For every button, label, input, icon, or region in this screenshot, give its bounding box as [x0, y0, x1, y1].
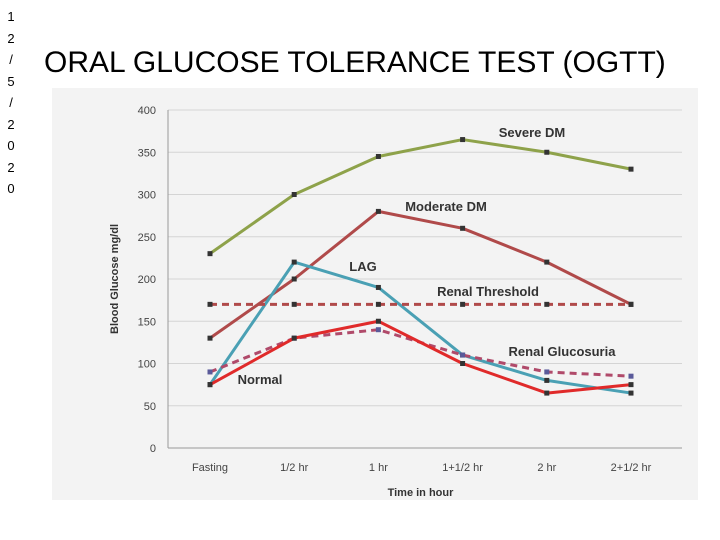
- data-point: [628, 390, 634, 396]
- series-label: Renal Threshold: [437, 284, 539, 299]
- series-line-lag: [208, 260, 632, 395]
- data-point: [207, 382, 213, 388]
- x-tick-label: 1/2 hr: [280, 462, 308, 474]
- date-stamp-char: 0: [7, 181, 15, 196]
- y-tick-label: 400: [138, 105, 156, 117]
- data-point: [544, 377, 550, 383]
- y-tick-label: 350: [138, 147, 156, 159]
- data-point: [628, 166, 634, 172]
- data-point: [460, 352, 466, 358]
- data-point: [291, 192, 297, 197]
- data-point: [628, 373, 634, 379]
- data-point: [544, 259, 550, 265]
- y-tick-label: 0: [150, 443, 156, 455]
- data-point: [544, 301, 550, 307]
- y-tick-label: 300: [138, 190, 156, 202]
- date-stamp-char: 1: [7, 9, 15, 24]
- date-stamp-char: 0: [7, 138, 15, 153]
- date-stamp-char: 2: [7, 116, 15, 132]
- data-point: [460, 225, 466, 231]
- data-point: [460, 301, 466, 307]
- data-point: [375, 153, 381, 159]
- date-stamp-char: 2: [7, 30, 15, 46]
- data-point: [375, 284, 381, 290]
- x-tick-label: 2 hr: [537, 462, 556, 474]
- series-label: Renal Glucosuria: [509, 344, 617, 359]
- x-axis-label: Time in hour: [388, 487, 455, 499]
- data-point: [291, 276, 297, 282]
- series-line-normal: [209, 319, 632, 395]
- y-tick-label: 150: [138, 316, 156, 328]
- x-tick-label: Fasting: [192, 462, 228, 474]
- data-point: [375, 301, 381, 307]
- series-label: Moderate DM: [405, 199, 487, 214]
- series-label: Normal: [238, 372, 283, 387]
- date-stamp-char: /: [9, 52, 13, 67]
- slide-title: ORAL GLUCOSE TOLERANCE TEST (OGTT): [44, 46, 666, 79]
- ogtt-line-chart: 0 50 100 150 200 250 300 350 400 Fasting 1/2 hr 1 …: [109, 105, 682, 499]
- data-point: [291, 335, 297, 341]
- data-point: [460, 361, 466, 366]
- data-point: [375, 208, 381, 214]
- series-label: Severe DM: [499, 125, 565, 140]
- data-point: [375, 327, 381, 333]
- chart-panel: 0 50 100 150 200 250 300 350 400 Fasting 1/2 hr 1 …: [52, 88, 698, 500]
- data-point: [207, 335, 213, 341]
- data-point: [460, 137, 466, 143]
- y-tick-label: 100: [138, 359, 156, 371]
- data-point: [375, 318, 381, 324]
- series-label: LAG: [349, 259, 376, 274]
- data-point: [544, 369, 550, 375]
- data-point: [544, 149, 550, 155]
- data-point: [544, 390, 550, 396]
- data-point: [207, 369, 213, 375]
- data-point: [628, 301, 634, 307]
- x-tick-label: 1+1/2 hr: [442, 462, 483, 474]
- data-point: [207, 251, 213, 257]
- y-tick-label: 50: [144, 401, 156, 413]
- date-stamp-char: /: [9, 95, 13, 110]
- data-point: [628, 382, 634, 388]
- y-tick-label: 200: [138, 274, 156, 286]
- data-point: [207, 301, 213, 307]
- date-stamp-char: 5: [7, 73, 15, 89]
- series-line-severe-dm: [209, 138, 632, 255]
- data-point: [291, 259, 297, 265]
- y-axis-label: Blood Glucose mg/dl: [109, 224, 121, 334]
- date-stamp: 1 2 / 5 / 2 0 2 0: [4, 6, 18, 200]
- x-tick-label: 2+1/2 hr: [611, 462, 652, 474]
- x-tick-label: 1 hr: [369, 462, 388, 474]
- date-stamp-char: 2: [7, 159, 15, 175]
- data-point: [291, 301, 297, 307]
- y-tick-label: 250: [138, 232, 156, 244]
- series-line-moderate-dm: [209, 209, 632, 340]
